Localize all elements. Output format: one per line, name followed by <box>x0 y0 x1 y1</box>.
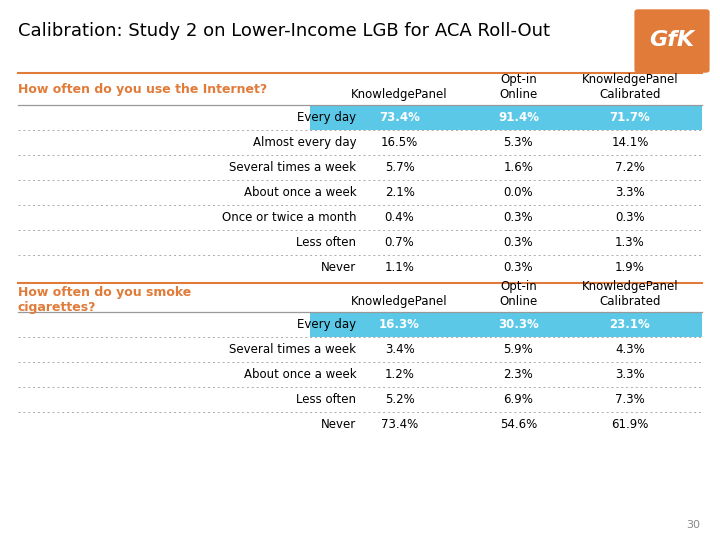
Text: 30: 30 <box>686 520 700 530</box>
Text: GfK: GfK <box>649 30 695 50</box>
Text: Several times a week: Several times a week <box>230 161 356 174</box>
Text: Opt-in
Online: Opt-in Online <box>499 73 538 101</box>
Text: 5.3%: 5.3% <box>503 136 534 149</box>
Text: 0.3%: 0.3% <box>615 211 645 224</box>
Text: About once a week: About once a week <box>244 186 356 199</box>
Text: Several times a week: Several times a week <box>230 343 356 356</box>
Text: 30.3%: 30.3% <box>498 318 539 331</box>
Text: 2.3%: 2.3% <box>503 368 534 381</box>
Text: 73.4%: 73.4% <box>379 111 420 124</box>
Text: KnowledgePanel: KnowledgePanel <box>351 88 448 101</box>
Text: How often do you use the Internet?: How often do you use the Internet? <box>18 83 267 96</box>
Text: How often do you smoke
cigarettes?: How often do you smoke cigarettes? <box>18 286 192 314</box>
Text: Opt-in
Online: Opt-in Online <box>499 280 538 308</box>
Text: 0.4%: 0.4% <box>384 211 415 224</box>
FancyBboxPatch shape <box>634 9 710 73</box>
Text: 7.2%: 7.2% <box>615 161 645 174</box>
Text: 1.9%: 1.9% <box>615 261 645 274</box>
Text: 14.1%: 14.1% <box>611 136 649 149</box>
Text: 0.7%: 0.7% <box>384 236 415 249</box>
Text: 16.5%: 16.5% <box>381 136 418 149</box>
Text: KnowledgePanel
Calibrated: KnowledgePanel Calibrated <box>582 73 678 101</box>
Text: KnowledgePanel: KnowledgePanel <box>351 295 448 308</box>
Text: 3.3%: 3.3% <box>615 186 645 199</box>
Text: 5.7%: 5.7% <box>384 161 415 174</box>
Text: 71.7%: 71.7% <box>610 111 650 124</box>
Text: Every day: Every day <box>297 111 356 124</box>
Text: About once a week: About once a week <box>244 368 356 381</box>
Text: 3.3%: 3.3% <box>615 368 645 381</box>
Text: Calibration: Study 2 on Lower-Income LGB for ACA Roll-Out: Calibration: Study 2 on Lower-Income LGB… <box>18 22 550 40</box>
Text: 91.4%: 91.4% <box>498 111 539 124</box>
Text: 23.1%: 23.1% <box>610 318 650 331</box>
Text: Never: Never <box>321 418 356 431</box>
Bar <box>310 312 702 337</box>
Text: Every day: Every day <box>297 318 356 331</box>
Text: 4.3%: 4.3% <box>615 343 645 356</box>
Text: 16.3%: 16.3% <box>379 318 420 331</box>
Text: 1.2%: 1.2% <box>384 368 415 381</box>
Text: Once or twice a month: Once or twice a month <box>222 211 356 224</box>
Text: 54.6%: 54.6% <box>500 418 537 431</box>
Text: 73.4%: 73.4% <box>381 418 418 431</box>
Text: 5.9%: 5.9% <box>503 343 534 356</box>
Text: Less often: Less often <box>297 236 356 249</box>
Text: 0.3%: 0.3% <box>503 236 534 249</box>
Text: Never: Never <box>321 261 356 274</box>
Text: 1.6%: 1.6% <box>503 161 534 174</box>
Bar <box>310 105 702 130</box>
Text: 3.4%: 3.4% <box>384 343 415 356</box>
Text: 1.1%: 1.1% <box>384 261 415 274</box>
Text: 1.3%: 1.3% <box>615 236 645 249</box>
Text: 6.9%: 6.9% <box>503 393 534 406</box>
Text: Less often: Less often <box>297 393 356 406</box>
Text: 7.3%: 7.3% <box>615 393 645 406</box>
Text: 5.2%: 5.2% <box>384 393 415 406</box>
Text: 0.3%: 0.3% <box>503 261 534 274</box>
Text: 2.1%: 2.1% <box>384 186 415 199</box>
Text: 61.9%: 61.9% <box>611 418 649 431</box>
Text: 0.0%: 0.0% <box>503 186 534 199</box>
Text: 0.3%: 0.3% <box>503 211 534 224</box>
Text: KnowledgePanel
Calibrated: KnowledgePanel Calibrated <box>582 280 678 308</box>
Text: Almost every day: Almost every day <box>253 136 356 149</box>
